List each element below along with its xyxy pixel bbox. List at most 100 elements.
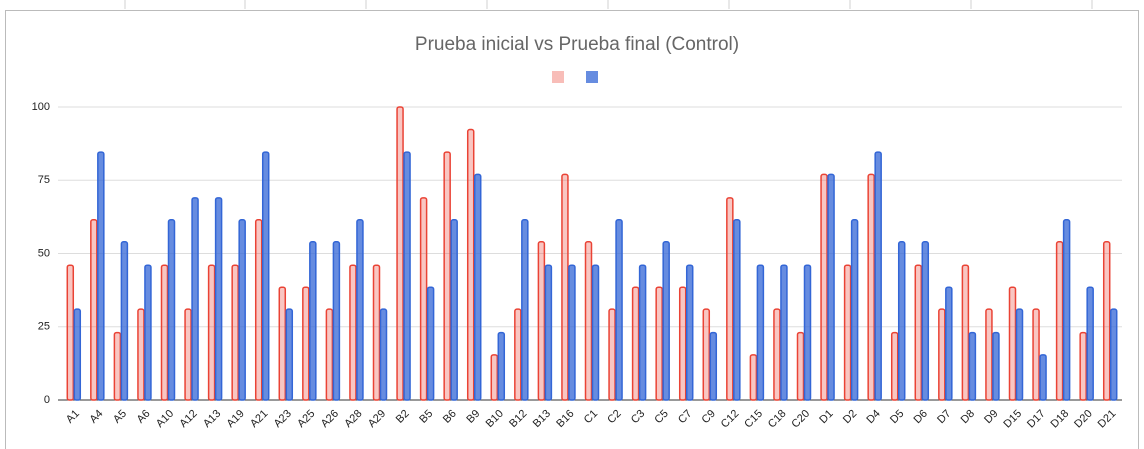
bar (537, 241, 546, 401)
bar (544, 264, 553, 401)
y-tick-label: 50 (38, 247, 50, 259)
bar (356, 219, 364, 401)
bar (419, 197, 428, 401)
bar (780, 264, 788, 401)
bar (73, 308, 82, 401)
bar (985, 308, 993, 401)
bar (137, 308, 145, 401)
bar (773, 308, 781, 401)
bar (591, 264, 600, 401)
bar (726, 197, 734, 401)
bar (608, 308, 616, 401)
bar (938, 308, 946, 401)
bar (443, 151, 451, 401)
bar (332, 241, 341, 401)
bar (914, 264, 923, 401)
bar (396, 106, 404, 401)
bar (968, 331, 977, 401)
bar (820, 173, 828, 401)
bar (113, 331, 122, 401)
chart-title: Prueba inicial vs Prueba final (Control) (415, 34, 739, 55)
y-tick-label: 75 (38, 174, 50, 186)
bar (426, 286, 435, 401)
bar (897, 241, 906, 401)
bar (302, 286, 310, 401)
bar (843, 264, 852, 401)
sheet-cells (124, 0, 1093, 9)
bar (1102, 241, 1111, 401)
bar (214, 197, 223, 401)
bar (1032, 308, 1040, 401)
bar (379, 308, 388, 401)
bar (278, 286, 287, 401)
bar (733, 219, 741, 401)
bar (238, 219, 246, 401)
bar (231, 264, 239, 401)
bar (403, 151, 411, 401)
bar (90, 219, 98, 401)
bar (191, 197, 199, 401)
bar (349, 264, 357, 401)
bar (97, 151, 105, 401)
bar (709, 331, 718, 401)
bar (655, 286, 663, 401)
bar (466, 128, 475, 401)
bar (285, 308, 294, 401)
legend-swatch (552, 71, 564, 83)
bar (945, 286, 953, 401)
bar (514, 308, 522, 401)
bar (874, 151, 882, 401)
bar (1109, 308, 1118, 401)
bar (66, 264, 75, 401)
bar (850, 219, 859, 401)
bar (1015, 308, 1024, 401)
bar (921, 241, 930, 401)
bar (1039, 354, 1047, 401)
bar (992, 331, 1000, 401)
bar (184, 308, 192, 401)
bar (261, 151, 270, 401)
bar (615, 219, 623, 401)
bar (631, 286, 640, 401)
bar (584, 241, 593, 401)
bar (490, 354, 499, 401)
bar (678, 286, 687, 401)
bar (1086, 286, 1094, 401)
bar (167, 219, 176, 401)
bar (497, 331, 506, 401)
bar (803, 264, 812, 401)
bar (961, 264, 970, 401)
bar (867, 173, 875, 401)
bar (756, 264, 765, 401)
bar (568, 264, 576, 401)
bar (207, 264, 216, 401)
bar (890, 331, 899, 401)
bar (662, 241, 670, 401)
bar (827, 173, 835, 401)
bar (120, 241, 129, 401)
bar (796, 331, 805, 401)
bar (325, 308, 334, 401)
bar (1055, 241, 1064, 401)
y-tick-label: 0 (44, 394, 50, 406)
bar (1008, 286, 1017, 401)
bar (638, 264, 647, 401)
bar (473, 173, 482, 401)
bar (372, 264, 381, 401)
bar (1062, 219, 1071, 401)
bar (144, 264, 152, 401)
bar (254, 219, 263, 401)
bar (1079, 331, 1087, 401)
bar (685, 264, 694, 401)
bar (160, 264, 169, 401)
bar (450, 219, 458, 401)
y-tick-label: 100 (32, 101, 50, 113)
legend-swatch (586, 71, 598, 83)
bar (702, 308, 711, 401)
bar (309, 241, 317, 401)
bar (521, 219, 529, 401)
bar (749, 354, 758, 401)
y-tick-label: 25 (38, 321, 50, 333)
bar (561, 173, 569, 401)
